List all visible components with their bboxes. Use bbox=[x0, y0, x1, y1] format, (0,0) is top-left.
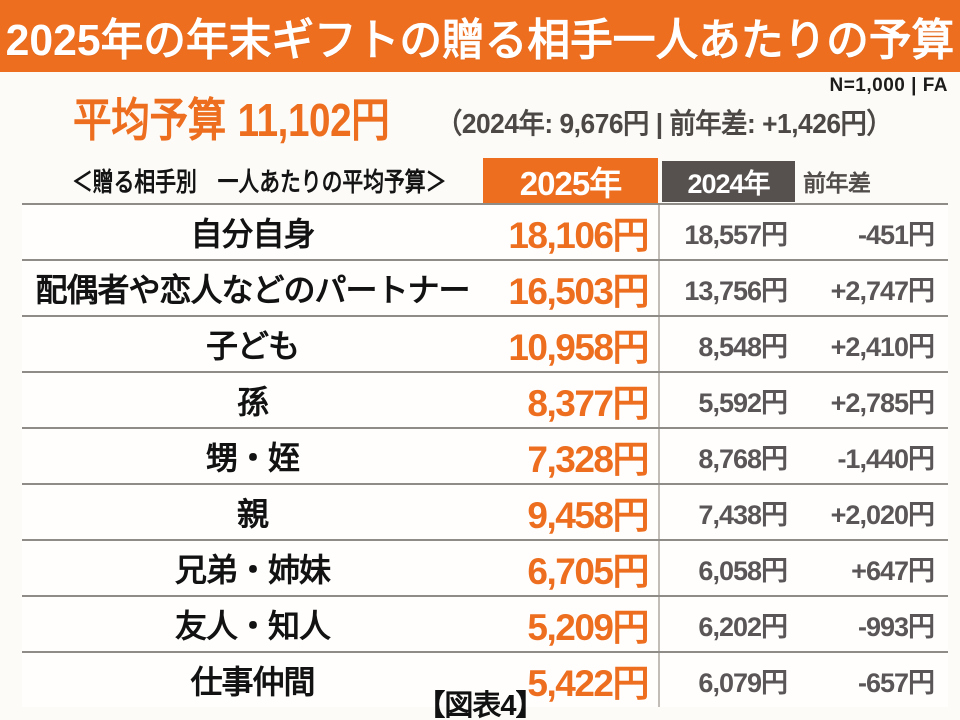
value-2024: 8,548円 bbox=[658, 317, 795, 371]
table-row: 自分自身 18,106円 18,557円 -451円 bbox=[22, 203, 948, 259]
value-2024: 6,058円 bbox=[658, 541, 795, 595]
table-row: 甥・姪 7,328円 8,768円 -1,440円 bbox=[22, 427, 948, 483]
value-2024: 6,202円 bbox=[658, 597, 795, 651]
value-2024: 7,438円 bbox=[658, 485, 795, 539]
banner: 2025年の年末ギフトの贈る相手一人あたりの予算 bbox=[0, 0, 960, 72]
average-budget-label: 平均予算 bbox=[73, 94, 226, 146]
figure-caption: 【図表4】 bbox=[416, 690, 544, 720]
value-2024: 6,079円 bbox=[658, 653, 795, 707]
value-diff: -451円 bbox=[857, 219, 935, 250]
value-2025: 7,328円 bbox=[527, 439, 649, 480]
value-diff: +2,785円 bbox=[830, 387, 935, 418]
value-2025: 16,503円 bbox=[508, 271, 649, 312]
column-header-2025: 2025年 bbox=[483, 158, 658, 203]
value-diff: -993円 bbox=[857, 611, 935, 642]
sample-size-note: N=1,000 | FA bbox=[829, 75, 948, 96]
row-label: 甥・姪 bbox=[205, 440, 300, 476]
value-diff: +2,410円 bbox=[830, 331, 935, 362]
value-2025: 6,705円 bbox=[527, 551, 649, 592]
value-diff: +2,747円 bbox=[830, 275, 935, 306]
row-label: 親 bbox=[236, 496, 269, 532]
value-2025: 9,458円 bbox=[527, 495, 649, 536]
table-caption: ＜贈る相手別 一人あたりの平均予算＞ bbox=[72, 167, 447, 197]
value-2025: 10,958円 bbox=[508, 327, 649, 368]
value-diff: +647円 bbox=[851, 555, 935, 586]
table-row: 子ども 10,958円 8,548円 +2,410円 bbox=[22, 315, 948, 371]
row-label: 孫 bbox=[236, 384, 269, 420]
value-2024: 5,592円 bbox=[658, 373, 795, 427]
row-label: 友人・知人 bbox=[174, 608, 331, 644]
row-label: 仕事仲間 bbox=[190, 664, 315, 700]
row-label: 配偶者や恋人などのパートナー bbox=[35, 272, 470, 308]
table-row: 配偶者や恋人などのパートナー 16,503円 13,756円 +2,747円 bbox=[22, 259, 948, 315]
row-label: 自分自身 bbox=[190, 216, 315, 252]
value-2024: 18,557円 bbox=[658, 205, 795, 259]
value-2024: 13,756円 bbox=[658, 261, 795, 315]
average-budget-comparison: （2024年: 9,676円 | 前年差: +1,426円） bbox=[436, 108, 893, 139]
value-diff: -657円 bbox=[857, 667, 935, 698]
value-2025: 5,422円 bbox=[527, 663, 649, 704]
value-2025: 8,377円 bbox=[527, 383, 649, 424]
column-header-diff: 前年差 bbox=[803, 169, 871, 196]
page-title: 2025年の年末ギフトの贈る相手一人あたりの予算 bbox=[5, 16, 955, 65]
value-2025: 5,209円 bbox=[527, 607, 649, 648]
table-row: 兄弟・姉妹 6,705円 6,058円 +647円 bbox=[22, 539, 948, 595]
table-row: 孫 8,377円 5,592円 +2,785円 bbox=[22, 371, 948, 427]
value-2025: 18,106円 bbox=[508, 215, 649, 256]
value-diff: +2,020円 bbox=[830, 499, 935, 530]
row-label: 兄弟・姉妹 bbox=[174, 552, 331, 588]
table-row: 仕事仲間 5,422円 6,079円 -657円 bbox=[22, 651, 948, 707]
value-diff: -1,440円 bbox=[837, 443, 935, 474]
column-header-2024: 2024年 bbox=[662, 161, 795, 202]
average-budget-value: 11,102円 bbox=[237, 94, 390, 146]
table-row: 親 9,458円 7,438円 +2,020円 bbox=[22, 483, 948, 539]
table-row: 友人・知人 5,209円 6,202円 -993円 bbox=[22, 595, 948, 651]
row-label: 子ども bbox=[205, 328, 300, 364]
average-budget-headline: 平均予算 11,102円 bbox=[73, 84, 390, 150]
value-2024: 8,768円 bbox=[658, 429, 795, 483]
budget-table-body: 自分自身 18,106円 18,557円 -451円 配偶者や恋人などのパートナ… bbox=[22, 203, 948, 707]
